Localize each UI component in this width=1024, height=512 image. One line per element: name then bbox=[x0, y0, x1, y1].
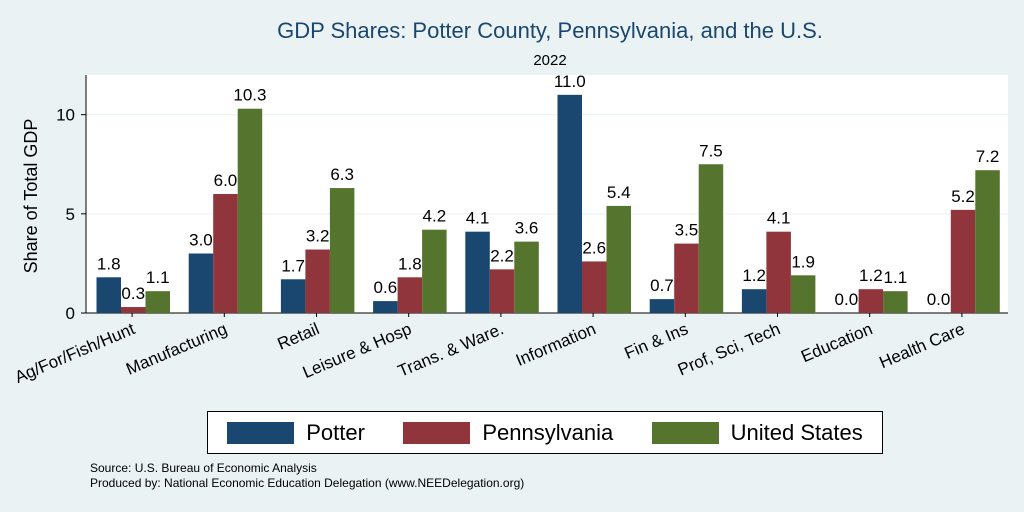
y-tick-label: 10 bbox=[56, 106, 75, 125]
bar-united-states-trans-ware bbox=[514, 241, 539, 313]
x-tick-label: Ag/For/Fish/Hunt bbox=[12, 319, 138, 387]
x-tick-label: Prof, Sci, Tech bbox=[675, 319, 783, 379]
chart-title: GDP Shares: Potter County, Pennsylvania,… bbox=[277, 18, 823, 43]
data-label: 1.7 bbox=[281, 256, 305, 275]
legend-label-pennsylvania: Pennsylvania bbox=[482, 419, 614, 445]
data-label: 1.2 bbox=[859, 266, 883, 285]
bar-united-states-leisure-hosp bbox=[422, 229, 447, 313]
bar-pennsylvania-trans-ware bbox=[489, 269, 515, 313]
data-label: 1.1 bbox=[146, 268, 170, 287]
bar-united-states-information bbox=[606, 205, 631, 313]
bar-potter-retail bbox=[280, 279, 306, 313]
bar-pennsylvania-leisure-hosp bbox=[397, 277, 423, 313]
data-label: 7.2 bbox=[976, 147, 1000, 166]
y-tick-label: 0 bbox=[66, 304, 75, 323]
legend-item-potter: Potter bbox=[227, 420, 365, 446]
data-label: 0.7 bbox=[650, 276, 674, 295]
legend-swatch-pennsylvania bbox=[403, 421, 471, 444]
data-label: 5.4 bbox=[607, 183, 631, 202]
data-label: 6.3 bbox=[330, 165, 354, 184]
data-label: 4.1 bbox=[767, 209, 791, 228]
x-tick-label: Retail bbox=[275, 319, 322, 353]
legend: Potter Pennsylvania United States bbox=[207, 411, 883, 454]
data-label: 0.3 bbox=[121, 284, 145, 303]
bar-pennsylvania-information bbox=[582, 261, 607, 313]
bar-united-states-retail bbox=[329, 188, 355, 313]
bar-potter-leisure-hosp bbox=[373, 301, 398, 313]
bar-pennsylvania-prof-sci-tech bbox=[766, 231, 791, 313]
data-label: 0.0 bbox=[927, 290, 951, 309]
x-tick-label: Health Care bbox=[877, 319, 968, 372]
x-tick-label: Information bbox=[513, 319, 599, 370]
data-label: 0.0 bbox=[835, 290, 859, 309]
legend-item-pennsylvania: Pennsylvania bbox=[403, 420, 613, 446]
x-tick-label: Manufacturing bbox=[123, 319, 230, 379]
data-label: 2.2 bbox=[490, 246, 514, 265]
data-label: 3.5 bbox=[675, 221, 699, 240]
y-axis-title: Share of Total GDP bbox=[21, 119, 41, 274]
data-label: 1.2 bbox=[742, 266, 766, 285]
legend-item-united-states: United States bbox=[651, 419, 863, 446]
bar-potter-prof-sci-tech bbox=[741, 289, 767, 313]
data-label: 1.8 bbox=[97, 254, 121, 273]
data-label: 1.1 bbox=[884, 268, 908, 287]
y-tick-label: 5 bbox=[66, 205, 75, 224]
data-label: 4.1 bbox=[466, 209, 490, 228]
bar-united-states-health-care bbox=[975, 170, 1000, 313]
data-label: 4.2 bbox=[423, 207, 447, 226]
data-label: 3.0 bbox=[189, 231, 213, 250]
produced-by-note: Produced by: National Economic Education… bbox=[90, 476, 525, 490]
bar-united-states-education bbox=[883, 291, 908, 313]
legend-label-united-states: United States bbox=[730, 419, 863, 445]
bar-united-states-ag-for-fish-hunt bbox=[145, 291, 170, 313]
bar-united-states-manufacturing bbox=[237, 108, 263, 313]
data-label: 3.6 bbox=[515, 219, 539, 238]
data-label: 1.8 bbox=[398, 254, 422, 273]
data-label: 0.6 bbox=[374, 278, 398, 297]
legend-label-potter: Potter bbox=[306, 419, 365, 445]
bar-potter-ag-for-fish-hunt bbox=[96, 277, 121, 313]
bar-pennsylvania-ag-for-fish-hunt bbox=[121, 307, 146, 313]
bar-potter-fin-ins bbox=[649, 299, 675, 313]
x-tick-label: Education bbox=[798, 319, 875, 366]
legend-swatch-united-states bbox=[651, 421, 719, 444]
chart-subtitle: 2022 bbox=[533, 52, 567, 69]
legend-swatch-potter bbox=[227, 421, 295, 444]
bar-potter-information bbox=[557, 94, 582, 313]
bar-united-states-fin-ins bbox=[698, 164, 724, 313]
data-label: 10.3 bbox=[233, 86, 266, 105]
data-label: 6.0 bbox=[214, 171, 238, 190]
bar-pennsylvania-health-care bbox=[950, 209, 976, 313]
bar-potter-trans-ware bbox=[465, 231, 490, 313]
bar-pennsylvania-manufacturing bbox=[213, 194, 238, 313]
bar-pennsylvania-education bbox=[858, 289, 884, 313]
data-label: 7.5 bbox=[699, 141, 723, 160]
bar-potter-manufacturing bbox=[188, 253, 214, 313]
bar-pennsylvania-retail bbox=[305, 249, 330, 313]
bar-pennsylvania-fin-ins bbox=[674, 243, 699, 313]
data-label: 1.9 bbox=[791, 252, 815, 271]
data-label: 2.6 bbox=[582, 238, 606, 257]
bar-united-states-prof-sci-tech bbox=[790, 275, 816, 313]
data-label: 3.2 bbox=[306, 227, 330, 246]
x-tick-label: Fin & Ins bbox=[622, 319, 691, 363]
data-label: 11.0 bbox=[554, 72, 586, 91]
x-tick-label: Trans. & Ware. bbox=[395, 319, 506, 381]
data-label: 5.2 bbox=[951, 187, 975, 206]
source-note: Source: U.S. Bureau of Economic Analysis bbox=[90, 461, 317, 475]
